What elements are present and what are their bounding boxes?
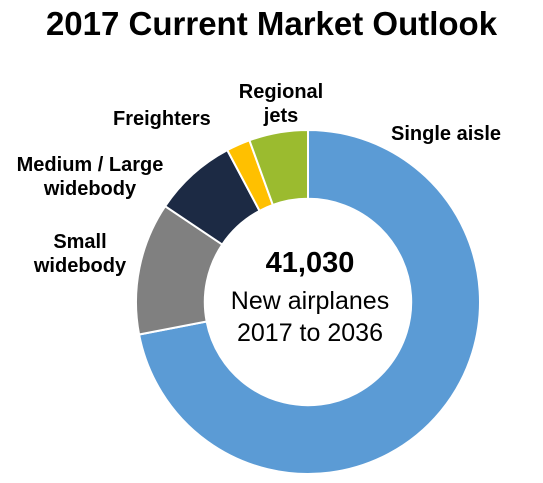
label-freighters-line: Freighters: [113, 108, 211, 130]
label-small-widebody: Small widebody: [25, 230, 135, 278]
label-regional-jets-line1: Regional: [238, 81, 324, 103]
center-total: 41,030: [265, 247, 355, 279]
label-small-widebody-line1: Small: [53, 231, 107, 253]
label-medium-large-widebody-line1: Medium / Large: [16, 154, 164, 176]
label-regional-jets: Regional jets: [226, 80, 336, 128]
label-freighters: Freighters: [113, 107, 211, 131]
label-single-aisle-line: Single aisle: [391, 123, 502, 145]
center-caption-line2: 2017 to 2036: [237, 319, 383, 347]
label-regional-jets-line2: jets: [263, 105, 299, 127]
label-medium-large-widebody-line2: widebody: [43, 178, 137, 200]
chart-title: 2017 Current Market Outlook: [45, 5, 498, 42]
label-single-aisle: Single aisle: [391, 122, 501, 146]
slice-single-aisle: [137, 128, 481, 475]
center-caption-line1: New airplanes: [230, 287, 390, 315]
label-small-widebody-line2: widebody: [33, 255, 127, 277]
label-medium-large-widebody: Medium / Large widebody: [6, 153, 174, 201]
slice-regional-jets: [248, 128, 309, 207]
